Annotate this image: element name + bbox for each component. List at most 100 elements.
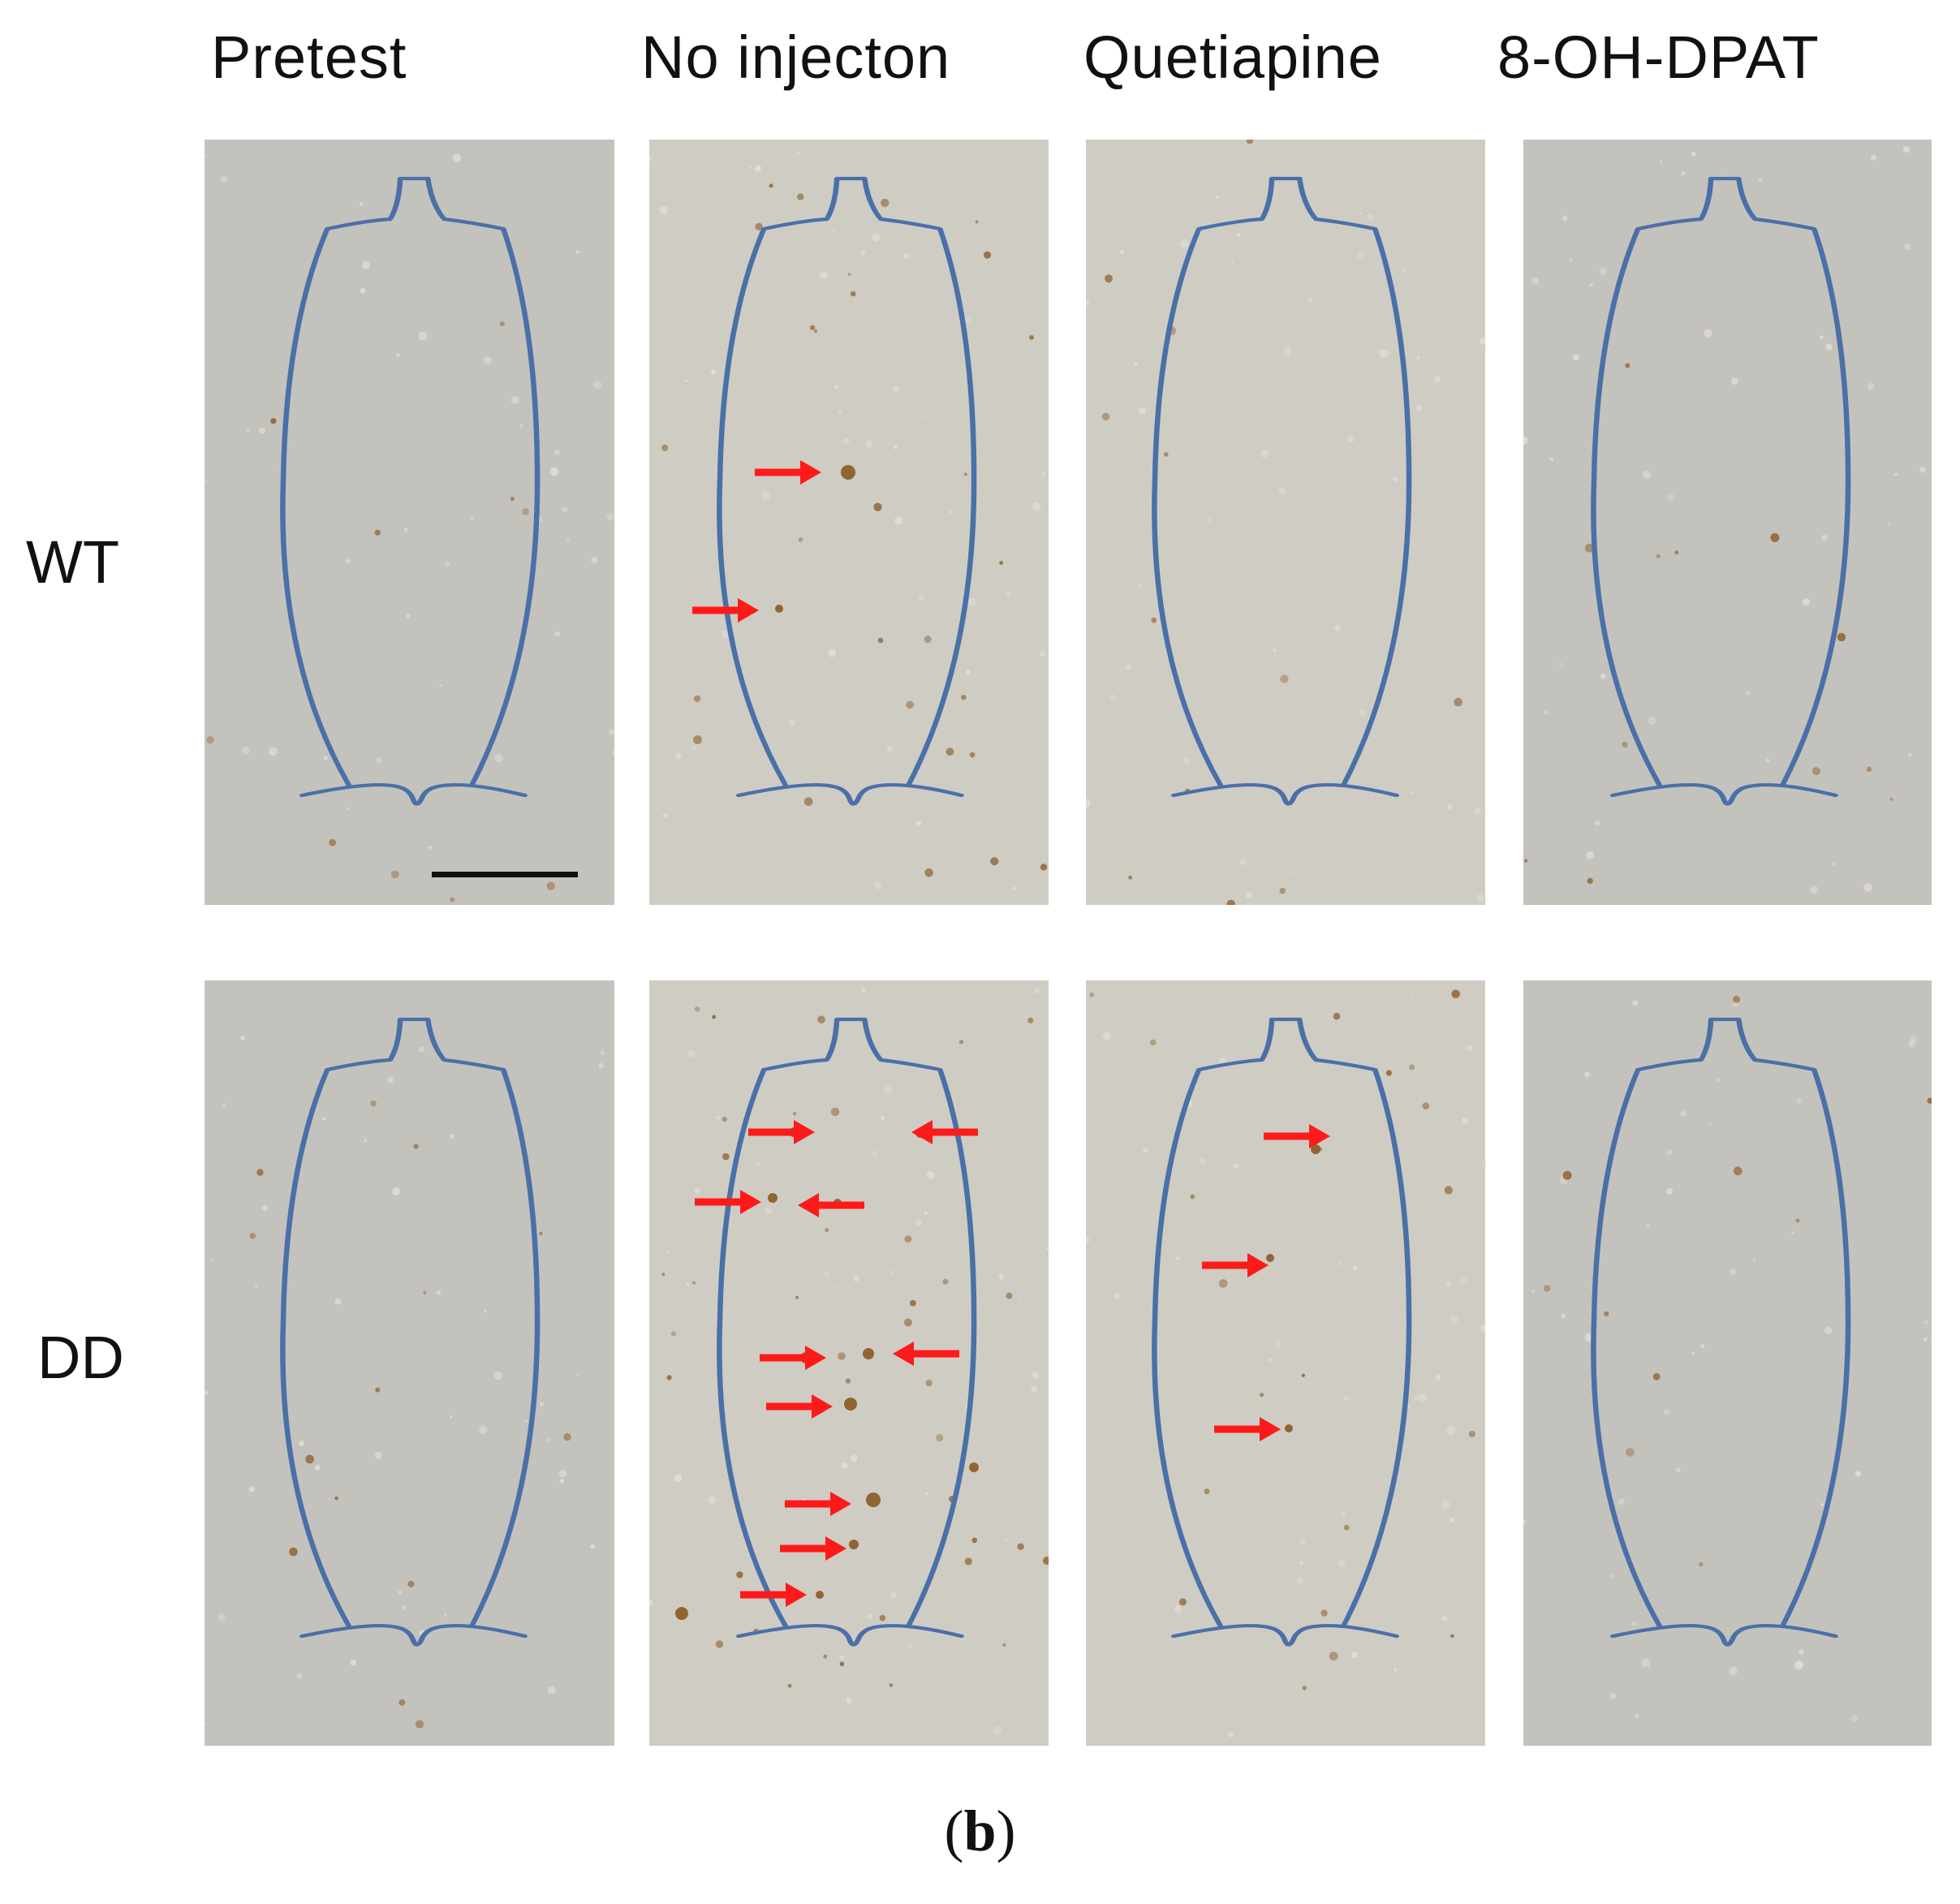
tissue-vesicle bbox=[1086, 299, 1090, 307]
tissue-vesicle bbox=[205, 1722, 206, 1725]
tissue-vesicle bbox=[314, 1465, 321, 1471]
tissue-vesicle bbox=[1681, 171, 1686, 176]
tissue-vesicle bbox=[1558, 662, 1562, 666]
stained-cell bbox=[691, 1281, 696, 1285]
stained-cell bbox=[1656, 554, 1661, 558]
tissue-vesicle bbox=[833, 1284, 836, 1288]
tissue-vesicle bbox=[867, 1613, 872, 1619]
micrograph-svg bbox=[1523, 980, 1932, 1746]
tissue-vesicle bbox=[1732, 1002, 1738, 1008]
tissue-vesicle bbox=[860, 250, 866, 256]
tissue-vesicle bbox=[1299, 1539, 1306, 1545]
tissue-vesicle bbox=[1810, 885, 1819, 894]
micrograph-svg bbox=[1086, 980, 1485, 1746]
tissue-vesicle bbox=[1418, 1393, 1428, 1402]
column-label-pretest: Pretest bbox=[211, 24, 407, 91]
red-arrow bbox=[785, 1492, 851, 1516]
tissue-vesicle bbox=[1871, 154, 1877, 161]
tissue-vesicle bbox=[832, 229, 836, 233]
stained-cell bbox=[1698, 1562, 1704, 1567]
tissue-vesicle bbox=[1691, 152, 1696, 157]
stained-cell bbox=[1343, 1524, 1350, 1531]
tissue-vesicle bbox=[322, 1117, 326, 1121]
tissue-vesicle bbox=[674, 1474, 683, 1482]
stained-cell bbox=[793, 1112, 797, 1116]
stained-cell bbox=[1246, 140, 1254, 144]
tissue-vesicle bbox=[890, 1592, 897, 1599]
tissue-vesicle bbox=[1765, 758, 1770, 763]
tissue-vesicle bbox=[716, 1115, 721, 1120]
tissue-vesicle bbox=[686, 1282, 690, 1287]
stained-cell bbox=[1042, 1557, 1049, 1565]
tissue-vesicle bbox=[436, 1290, 442, 1295]
stained-cell bbox=[522, 508, 529, 515]
tissue-vesicle bbox=[1006, 592, 1011, 597]
tissue-vesicle bbox=[296, 1673, 303, 1679]
tissue-vesicle bbox=[1893, 472, 1898, 476]
tissue-vesicle bbox=[828, 648, 837, 657]
stained-cell bbox=[910, 1299, 916, 1307]
tissue-vesicle bbox=[824, 1271, 829, 1277]
micrograph-wt-8-oh-dpat bbox=[1523, 140, 1932, 905]
tissue-vesicle bbox=[1445, 1281, 1452, 1288]
tissue-vesicle bbox=[598, 1062, 604, 1069]
tissue-vesicle bbox=[1646, 1224, 1650, 1228]
red-arrow bbox=[692, 598, 759, 622]
stained-cell bbox=[1652, 1372, 1661, 1381]
tissue-vesicle bbox=[1102, 1032, 1111, 1040]
region-outline bbox=[717, 176, 977, 806]
tissue-vesicle bbox=[1643, 470, 1652, 479]
tissue-vesicle bbox=[1004, 1537, 1007, 1541]
tissue-background bbox=[649, 140, 1049, 905]
stained-cell bbox=[847, 273, 851, 276]
stained-cell bbox=[390, 870, 399, 879]
tissue-vesicle bbox=[1032, 502, 1041, 511]
stained-cell bbox=[755, 222, 763, 230]
tissue-vesicle bbox=[1586, 851, 1595, 859]
stained-cell bbox=[942, 1278, 949, 1285]
tissue-vesicle bbox=[925, 1492, 929, 1496]
stained-cell bbox=[1451, 989, 1460, 999]
tissue-vesicle bbox=[1791, 1230, 1795, 1235]
tissue-background bbox=[205, 140, 614, 905]
tissue-vesicle bbox=[948, 510, 954, 515]
tissue-vesicle bbox=[240, 1036, 245, 1040]
tissue-background bbox=[1523, 980, 1932, 1746]
red-arrow bbox=[748, 1120, 815, 1144]
tissue-vesicle bbox=[1410, 790, 1414, 795]
tissue-vesicle bbox=[1415, 404, 1423, 411]
tissue-vesicle bbox=[450, 1415, 453, 1419]
tissue-vesicle bbox=[359, 202, 364, 207]
row-label-dd: DD bbox=[37, 1324, 124, 1391]
stained-cell bbox=[1811, 767, 1820, 776]
stained-cell bbox=[329, 838, 336, 846]
tissue-vesicle bbox=[846, 1697, 852, 1704]
tissue-vesicle bbox=[926, 1170, 935, 1179]
tissue-vesicle bbox=[419, 1046, 425, 1053]
stained-cell bbox=[809, 325, 816, 330]
tissue-vesicle bbox=[549, 467, 558, 476]
stained-cell bbox=[450, 897, 455, 902]
stained-cell bbox=[398, 1699, 406, 1706]
labeled-cell bbox=[768, 1193, 778, 1203]
tissue-vesicle bbox=[346, 558, 351, 564]
tissue-vesicle bbox=[993, 1725, 1002, 1735]
region-outline-group bbox=[1591, 176, 1851, 806]
stained-cell bbox=[1204, 1488, 1210, 1495]
tissue-vesicle bbox=[1134, 361, 1139, 366]
tissue-vesicle bbox=[558, 1469, 567, 1478]
tissue-vesicle bbox=[375, 1451, 382, 1459]
tissue-vesicle bbox=[1273, 648, 1277, 653]
stained-cell bbox=[969, 752, 976, 758]
tissue-vesicle bbox=[1138, 407, 1146, 415]
tissue-vesicle bbox=[261, 1205, 268, 1212]
tissue-vesicle bbox=[749, 166, 752, 169]
stained-cell bbox=[1260, 1393, 1264, 1398]
red-arrow bbox=[766, 1394, 833, 1419]
tissue-vesicle bbox=[1333, 625, 1341, 631]
stained-cell bbox=[963, 472, 967, 476]
tissue-vesicle bbox=[566, 537, 570, 541]
tissue-vesicle bbox=[765, 1207, 773, 1215]
tissue-vesicle bbox=[1666, 1188, 1673, 1195]
stained-cell bbox=[423, 1290, 427, 1294]
